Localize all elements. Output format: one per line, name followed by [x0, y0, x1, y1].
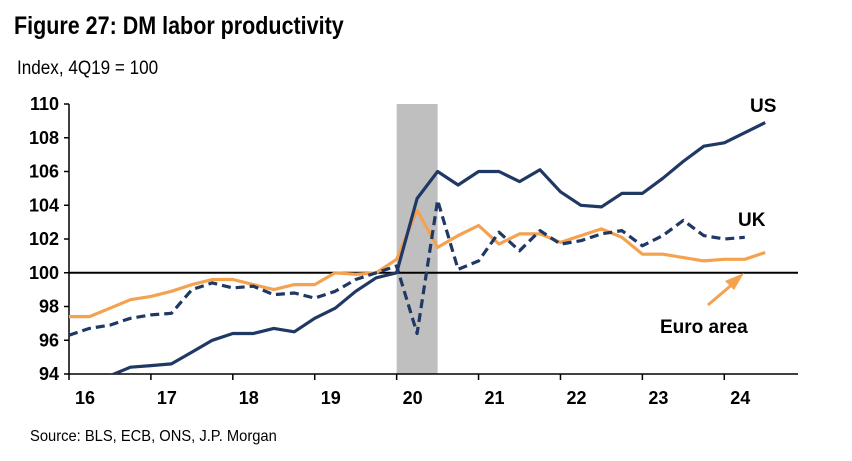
y-tick-label: 96 — [39, 330, 59, 350]
series-line-uk — [69, 198, 745, 337]
annotation-layer: US UK Euro area — [660, 96, 776, 338]
y-tick-label: 98 — [39, 297, 59, 317]
series-line-us — [109, 121, 766, 374]
axis-layer — [64, 103, 798, 380]
x-tick-label: 18 — [239, 388, 259, 408]
y-tick-label: 108 — [29, 128, 59, 148]
x-tick-label: 17 — [157, 388, 177, 408]
y-tick-label: 94 — [39, 364, 59, 384]
y-tick-label: 110 — [30, 94, 59, 114]
x-tick-label: 24 — [730, 388, 750, 408]
series-label-euro-area: Euro area — [660, 317, 748, 338]
x-tick-label: 22 — [566, 388, 586, 408]
series-line-euro-area — [69, 208, 766, 319]
series-layer — [69, 121, 766, 374]
tick-label-layer: 110 108 106 104 102 100 98 96 94 16 17 18 19 20 21 22 23… — [29, 94, 750, 408]
y-tick-label: 102 — [29, 229, 59, 249]
y-tick-label: 100 — [29, 263, 59, 283]
chart-subtitle: Index, 4Q19 = 100 — [17, 58, 159, 79]
series-label-us: US — [750, 96, 776, 117]
x-tick-label: 23 — [648, 388, 668, 408]
euro-area-arrow-head — [725, 273, 744, 290]
chart-source: Source: BLS, ECB, ONS, J.P. Morgan — [30, 428, 277, 445]
series-label-uk: UK — [738, 210, 766, 231]
y-tick-label: 106 — [29, 162, 59, 182]
chart-title: Figure 27: DM labor productivity — [14, 12, 344, 40]
x-tick-label: 19 — [321, 388, 341, 408]
x-tick-label: 21 — [485, 388, 505, 408]
x-tick-label: 20 — [403, 388, 423, 408]
x-tick-label: 16 — [75, 388, 95, 408]
y-tick-label: 104 — [29, 195, 59, 215]
